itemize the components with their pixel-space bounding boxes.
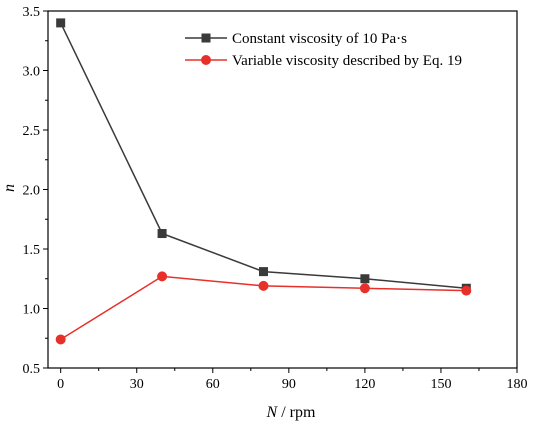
legend-marker-circle xyxy=(201,55,211,65)
y-tick-label: 2.5 xyxy=(23,124,41,139)
data-point-circle xyxy=(55,334,66,345)
plot-area: 0 30 60 90 120 150 180 0.5 1.0 1.5 2.0 2.5 3.0 3.5 xyxy=(23,5,528,392)
data-point-square xyxy=(157,229,167,239)
y-tick-label: 1.5 xyxy=(23,243,41,258)
x-axis-label: N / rpm xyxy=(266,404,316,421)
y-tick-label: 0.5 xyxy=(23,362,41,377)
legend-label-variable: Variable viscosity described by Eq. 19 xyxy=(232,53,462,69)
data-point-circle xyxy=(359,283,370,294)
x-tick-label: 0 xyxy=(57,377,64,392)
data-point-circle xyxy=(157,271,168,282)
x-tick-label: 120 xyxy=(354,377,375,392)
x-tick-label: 60 xyxy=(206,377,220,392)
y-tick-label: 3.5 xyxy=(23,5,41,20)
legend-marker-square xyxy=(201,33,211,43)
legend: Constant viscosity of 10 Pa·s Variable v… xyxy=(185,31,462,69)
x-tick-label: 30 xyxy=(130,377,144,392)
x-tick-label: 90 xyxy=(282,377,296,392)
x-axis-unit: / rpm xyxy=(277,404,316,421)
x-tick-label: 150 xyxy=(430,377,451,392)
y-tick-label: 2.0 xyxy=(23,184,41,199)
data-point-square xyxy=(56,18,66,28)
legend-label-constant: Constant viscosity of 10 Pa·s xyxy=(232,31,407,47)
data-point-circle xyxy=(258,280,269,291)
y-tick-label: 3.0 xyxy=(23,65,41,80)
data-point-square xyxy=(360,274,370,284)
x-axis-variable: N xyxy=(266,404,279,421)
y-tick-label: 1.0 xyxy=(23,303,41,318)
x-tick-label: 180 xyxy=(507,377,528,392)
y-axis-label: n xyxy=(1,184,18,192)
data-point-circle xyxy=(461,285,472,296)
data-point-square xyxy=(258,267,268,277)
